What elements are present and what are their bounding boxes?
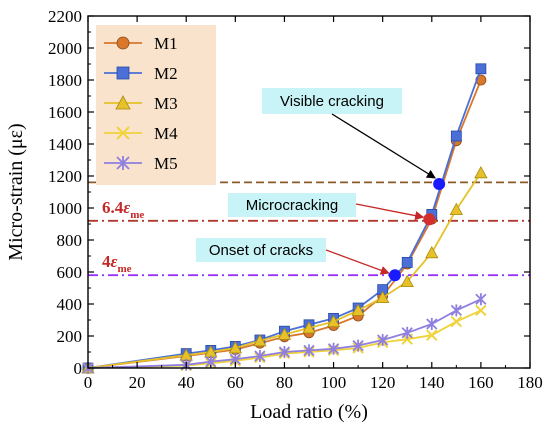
data-point: [449, 202, 464, 216]
data-point: [474, 165, 488, 179]
data-point: [278, 346, 291, 358]
data-point: [303, 344, 315, 357]
data-point: [400, 274, 414, 288]
y-tick-label: 1800: [48, 71, 82, 90]
y-tick-label: 1200: [48, 167, 82, 186]
annotation-point: [423, 213, 436, 226]
legend-label: M1: [154, 34, 178, 53]
annotation-label: Microcracking: [246, 197, 339, 214]
data-point: [450, 304, 462, 317]
legend-entry: M2: [104, 64, 178, 83]
reference-coef: 6.4: [102, 198, 124, 217]
data-point: [426, 329, 438, 341]
y-tick-label: 0: [74, 359, 83, 378]
series-line: [87, 298, 482, 369]
x-tick-label: 40: [178, 373, 195, 392]
legend-entry: M3: [104, 94, 178, 113]
y-tick-label: 200: [57, 327, 83, 346]
x-tick-label: 0: [84, 373, 93, 392]
data-point: [326, 314, 341, 328]
series-m5: [82, 293, 487, 374]
reference-coef: 4: [102, 252, 111, 271]
legend-entry: M4: [104, 124, 178, 143]
legend-box: [96, 25, 216, 185]
data-point: [351, 303, 365, 316]
reference-subscript: me: [130, 209, 144, 221]
data-point: [426, 318, 438, 330]
y-tick-label: 1400: [48, 135, 82, 154]
data-point: [302, 321, 316, 334]
y-axis-title: Micro-strain (με): [5, 123, 27, 260]
data-point: [450, 315, 463, 328]
y-tick-label: 600: [57, 263, 83, 282]
legend-entry: M1: [104, 34, 178, 53]
data-point: [327, 342, 340, 355]
annotation-point: [433, 178, 446, 190]
data-point: [475, 304, 487, 317]
data-point: [352, 339, 364, 352]
data-point: [377, 334, 389, 346]
data-point: [116, 36, 130, 50]
legend-label: M5: [154, 154, 178, 173]
reference-line-label: 6.4εme: [102, 198, 144, 221]
legend-label: M3: [154, 94, 178, 113]
x-tick-label: 180: [517, 373, 543, 392]
legend-entry: M5: [104, 154, 178, 173]
data-point: [401, 256, 413, 268]
data-point: [277, 327, 292, 340]
y-tick-label: 2000: [48, 39, 82, 58]
x-tick-label: 80: [276, 373, 293, 392]
x-tick-label: 100: [321, 373, 347, 392]
data-point: [116, 66, 130, 80]
y-tick-label: 800: [57, 231, 83, 250]
x-tick-label: 20: [129, 373, 146, 392]
data-point: [228, 341, 243, 354]
reference-symbol: ε: [111, 252, 118, 271]
data-point: [425, 245, 439, 259]
annotation-box: [196, 238, 326, 262]
annotation-point: [388, 269, 401, 282]
y-tick-label: 1000: [48, 199, 82, 218]
annotation-box: [262, 88, 402, 114]
x-axis-title: Load ratio (%): [250, 401, 368, 423]
y-tick-label: 2200: [48, 7, 82, 26]
reference-subscript: me: [117, 263, 131, 275]
data-point: [115, 95, 131, 110]
legend-label: M2: [154, 64, 178, 83]
data-point: [401, 326, 413, 339]
y-tick-label: 400: [57, 295, 83, 314]
data-point: [116, 126, 130, 140]
x-tick-label: 140: [419, 373, 445, 392]
data-point: [253, 333, 267, 347]
data-point: [450, 130, 462, 142]
data-point: [254, 350, 266, 362]
legend-label: M4: [154, 124, 178, 143]
annotation-label: Visible cracking: [280, 93, 384, 110]
data-point: [475, 63, 487, 75]
series-line: [87, 309, 482, 369]
data-point: [375, 290, 390, 304]
x-tick-label: 60: [227, 373, 244, 392]
y-tick-label: 1600: [48, 103, 82, 122]
x-tick-label: 120: [370, 373, 396, 392]
reference-line-label: 4εme: [102, 252, 132, 275]
annotation-label: Onset of cracks: [209, 242, 313, 259]
annotation-arrow: [325, 249, 390, 275]
data-point: [475, 293, 487, 306]
data-point: [116, 156, 130, 170]
annotation-box: [228, 193, 356, 217]
annotation-arrow: [331, 113, 436, 179]
x-tick-label: 160: [468, 373, 494, 392]
annotation-arrow: [355, 203, 425, 221]
reference-symbol: ε: [123, 198, 130, 217]
